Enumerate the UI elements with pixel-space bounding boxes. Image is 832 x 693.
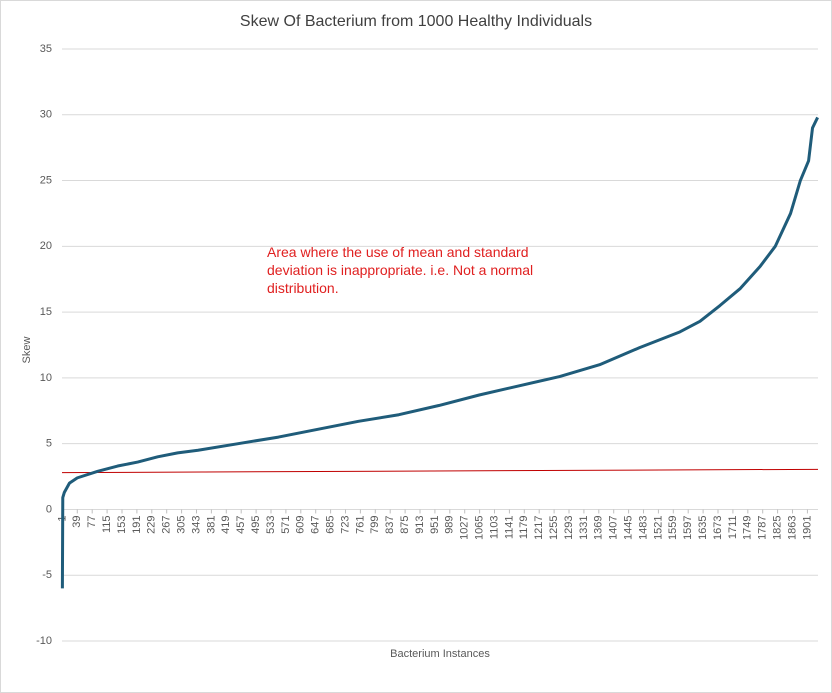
x-tick-label: 1901 <box>801 515 813 539</box>
x-tick-label: 837 <box>384 515 396 533</box>
x-tick-label: 1331 <box>578 515 590 539</box>
x-tick-label: 115 <box>101 515 113 533</box>
x-tick-label: 1825 <box>772 515 784 539</box>
x-tick-label: 875 <box>399 515 411 533</box>
x-tick-label: 571 <box>280 515 292 533</box>
x-tick-label: 191 <box>131 515 143 533</box>
x-tick-label: 381 <box>205 515 217 533</box>
y-tick-label: 25 <box>40 174 52 186</box>
x-tick-label: 495 <box>250 515 262 533</box>
x-tick-label: 1141 <box>503 515 515 539</box>
x-tick-label: 1559 <box>667 515 679 539</box>
x-tick-label: 153 <box>116 515 128 533</box>
x-tick-label: 1179 <box>518 515 530 539</box>
x-tick-label: 1293 <box>563 515 575 539</box>
x-tick-label: 533 <box>265 515 277 533</box>
y-axis-label: Skew <box>21 336 33 363</box>
x-tick-label: 305 <box>176 515 188 533</box>
x-tick-label: 457 <box>235 515 247 533</box>
chart-title: Skew Of Bacterium from 1000 Healthy Indi… <box>240 13 592 30</box>
x-tick-label: 343 <box>190 515 202 533</box>
x-tick-label: 1369 <box>593 515 605 539</box>
y-tick-label: 15 <box>40 306 52 318</box>
x-tick-label: 1065 <box>474 515 486 539</box>
x-tick-label: 1521 <box>652 515 664 539</box>
x-tick-label: 1407 <box>608 515 620 539</box>
x-tick-label: 951 <box>429 515 441 533</box>
x-tick-label: 799 <box>369 515 381 533</box>
x-tick-label: 1103 <box>488 515 500 539</box>
x-tick-label: 1217 <box>533 515 545 539</box>
x-tick-label: 1445 <box>623 515 635 539</box>
x-axis-label: Bacterium Instances <box>390 648 490 660</box>
y-tick-label: -5 <box>42 569 52 581</box>
x-tick-label: 229 <box>146 515 158 533</box>
annotation: Area where the use of mean and standard … <box>267 244 534 296</box>
y-tick-label: 10 <box>40 372 52 384</box>
x-tick-label: 1749 <box>742 515 754 539</box>
x-tick-label: 1635 <box>697 515 709 539</box>
x-tick-label: 1673 <box>712 515 724 539</box>
x-tick-label: 419 <box>220 515 232 533</box>
x-tick-label: 1787 <box>757 515 769 539</box>
x-tick-label: 913 <box>414 515 426 533</box>
x-tick-label: 1597 <box>682 515 694 539</box>
y-tick-label: 30 <box>40 109 52 121</box>
y-tick-label: 5 <box>46 438 52 450</box>
x-tick-label: 267 <box>161 515 173 533</box>
x-tick-label: 1483 <box>637 515 649 539</box>
data-line <box>61 468 819 474</box>
x-tick-label: 761 <box>354 515 366 533</box>
data-line <box>60 116 819 589</box>
x-tick-label: 1711 <box>727 515 739 539</box>
x-tick-label: 609 <box>295 515 307 533</box>
x-tick-label: 685 <box>325 515 337 533</box>
y-tick-label: -10 <box>36 635 52 647</box>
x-tick-label: 77 <box>86 515 98 527</box>
x-tick-label: 723 <box>339 515 351 533</box>
x-tick-label: 647 <box>310 515 322 533</box>
x-tick-label: 1255 <box>548 515 560 539</box>
y-tick-label: 35 <box>40 43 52 55</box>
y-tick-label: 0 <box>46 503 52 515</box>
x-tick-label: 1863 <box>786 515 798 539</box>
x-tick-label: 1027 <box>459 515 471 539</box>
y-tick-label: 20 <box>40 240 52 252</box>
x-tick-label: 39 <box>71 515 83 527</box>
x-tick-label: 989 <box>444 515 456 533</box>
